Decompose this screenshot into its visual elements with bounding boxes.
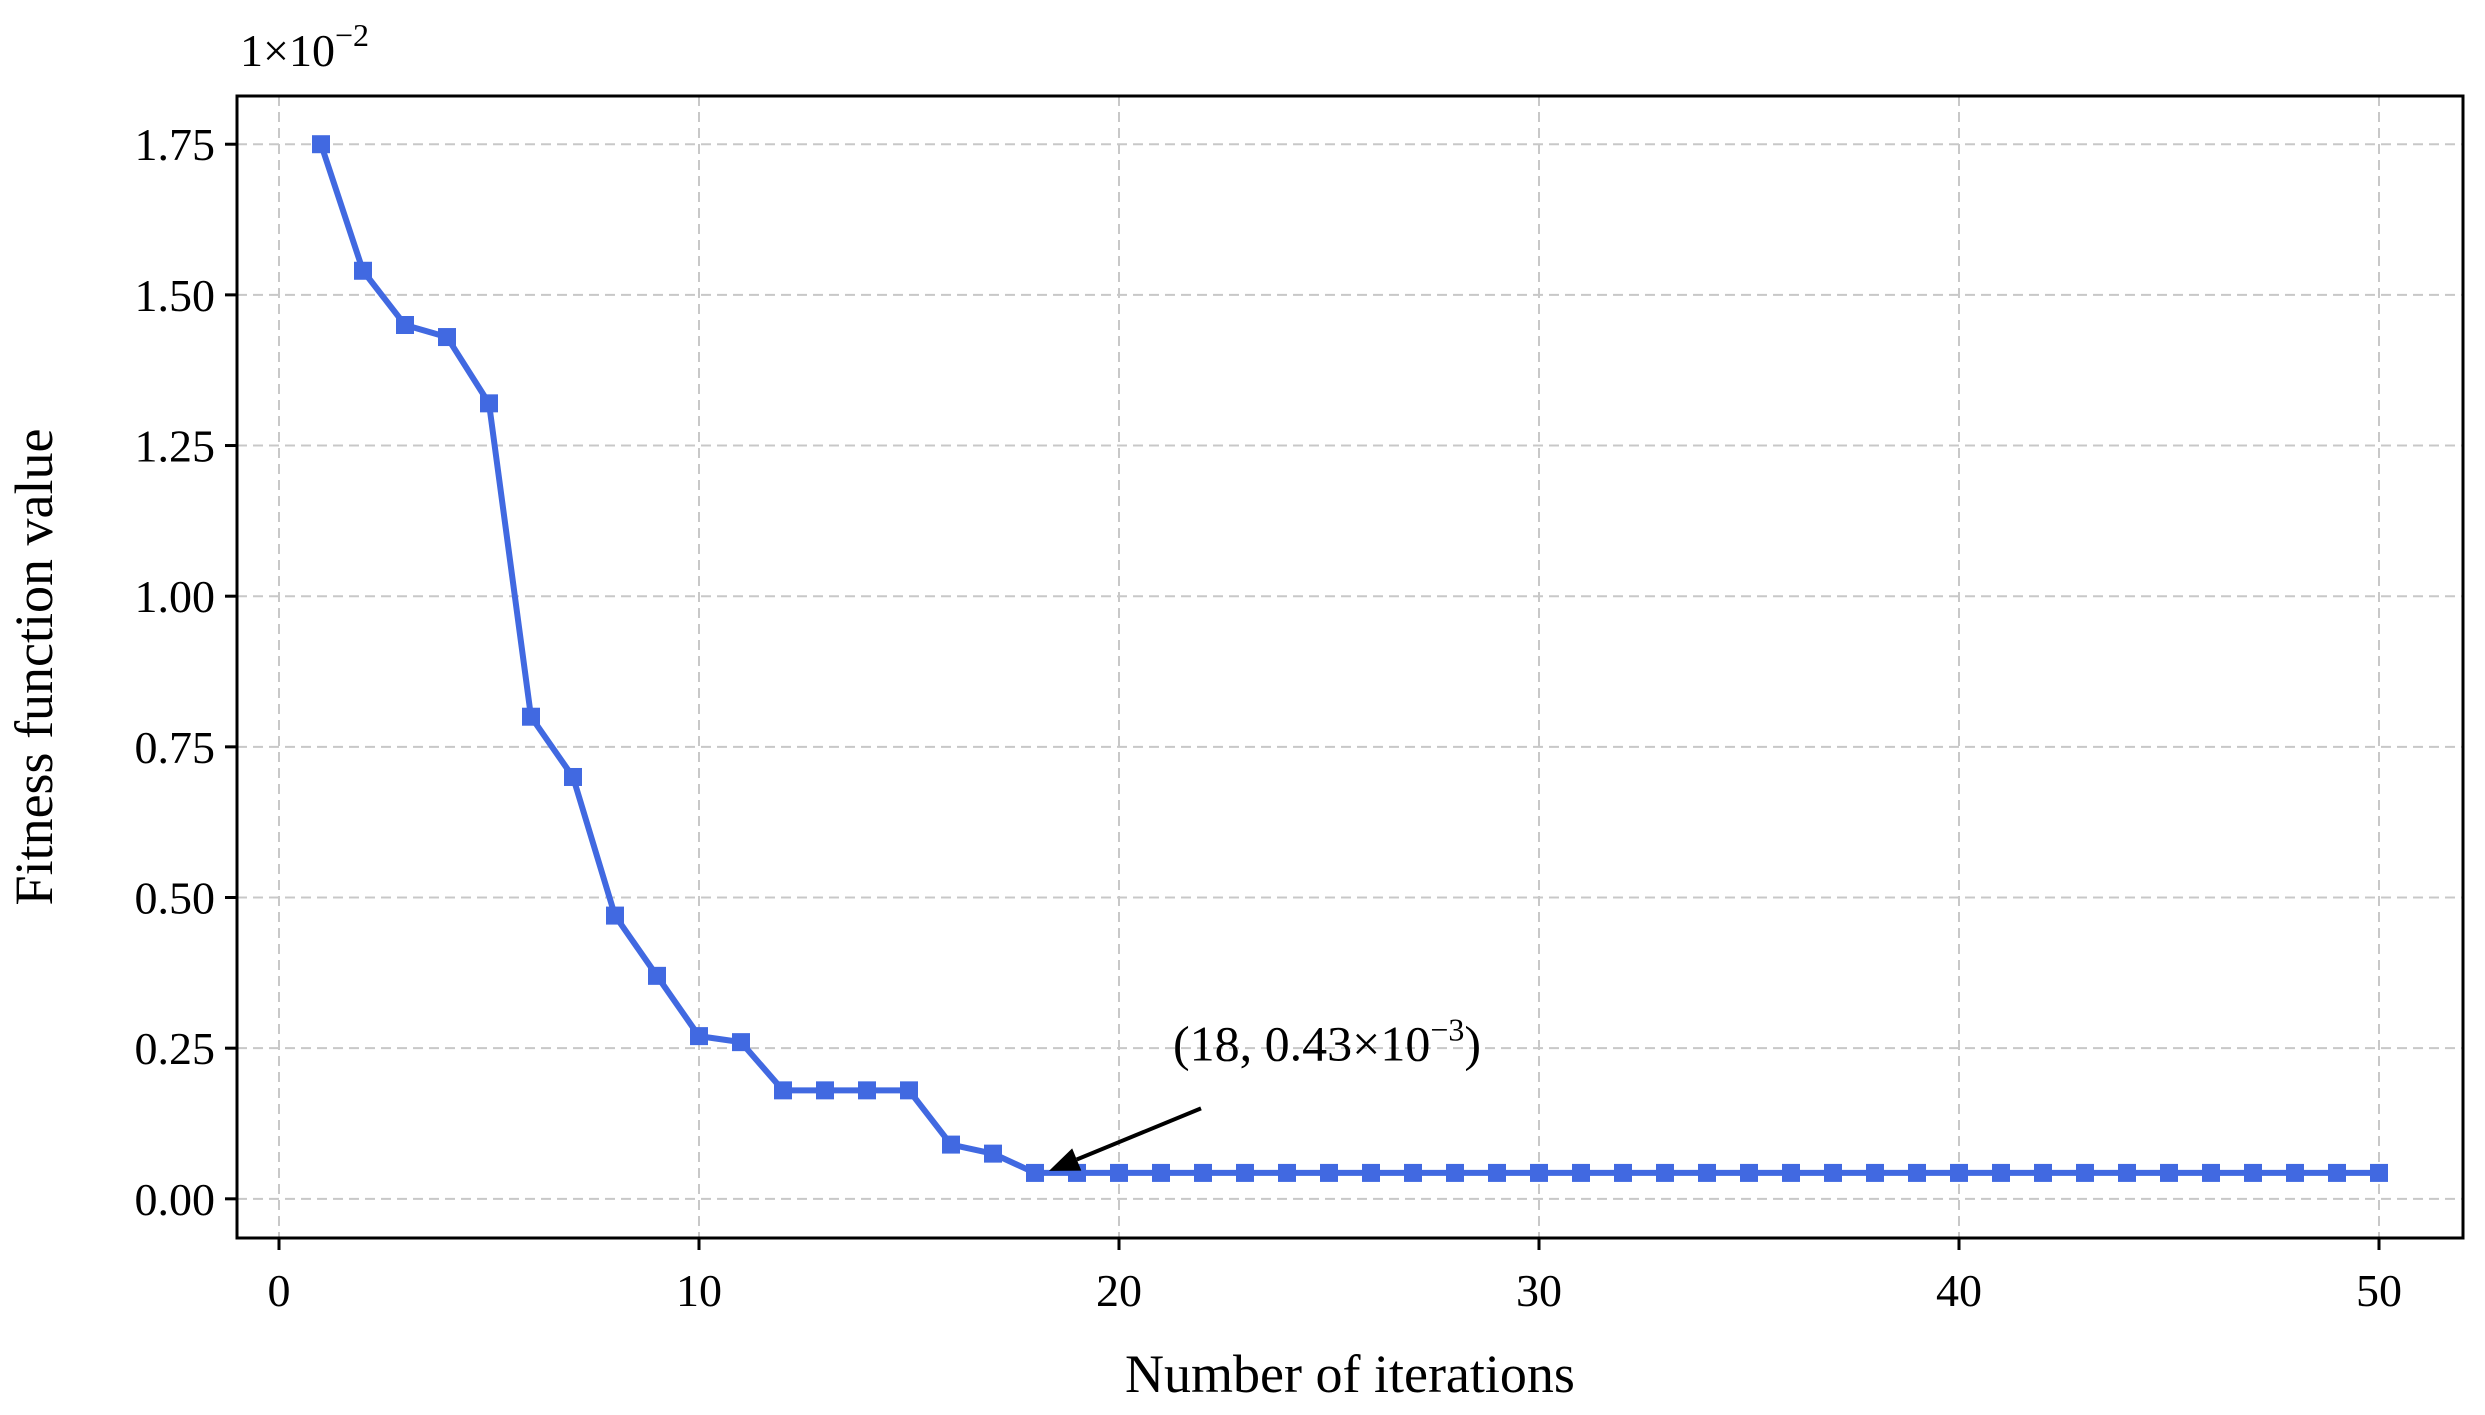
data-point-marker bbox=[816, 1081, 834, 1100]
data-point-marker bbox=[438, 328, 456, 347]
data-point-marker bbox=[2202, 1163, 2220, 1182]
data-point-marker bbox=[1656, 1163, 1674, 1182]
y-scale-multiplier: 1×10−2 bbox=[240, 17, 369, 76]
data-point-marker bbox=[984, 1144, 1002, 1163]
annotation-label: (18, 0.43×10−3) bbox=[1173, 1011, 1481, 1071]
data-point-marker bbox=[1152, 1163, 1170, 1182]
data-point-marker bbox=[1698, 1163, 1716, 1182]
data-point-marker bbox=[1572, 1163, 1590, 1182]
y-tick-label: 1.50 bbox=[135, 270, 216, 321]
grid bbox=[237, 96, 2463, 1238]
data-point-marker bbox=[606, 906, 624, 925]
data-point-marker bbox=[1446, 1163, 1464, 1182]
annotation-arrow-head bbox=[1049, 1148, 1082, 1171]
data-point-marker bbox=[1194, 1163, 1212, 1182]
y-scale-base: 1×10 bbox=[240, 25, 335, 76]
data-point-marker bbox=[1236, 1163, 1254, 1182]
data-point-marker bbox=[732, 1033, 750, 1052]
data-point-marker bbox=[1320, 1163, 1338, 1182]
data-point-marker bbox=[1992, 1163, 2010, 1182]
data-point-marker bbox=[1824, 1163, 1842, 1182]
y-tick-label: 1.75 bbox=[135, 119, 216, 170]
data-point-marker bbox=[2076, 1163, 2094, 1182]
data-point-marker bbox=[1614, 1163, 1632, 1182]
x-tick-label: 0 bbox=[268, 1265, 291, 1316]
data-point-marker bbox=[2244, 1163, 2262, 1182]
y-axis-ticks: 0.00 0.25 0.50 0.75 1.00 1.25 1.50 1.75 bbox=[135, 119, 237, 1225]
y-tick-label: 0.75 bbox=[135, 722, 216, 773]
data-point-marker bbox=[1908, 1163, 1926, 1182]
data-point-marker bbox=[900, 1081, 918, 1100]
data-point-marker bbox=[648, 966, 666, 985]
y-tick-label: 1.25 bbox=[135, 421, 216, 472]
data-point-marker bbox=[396, 316, 414, 335]
data-point-marker bbox=[690, 1027, 708, 1046]
y-axis-title: Fitness function value bbox=[4, 429, 64, 906]
data-point-marker bbox=[480, 394, 498, 413]
data-point-marker bbox=[2034, 1163, 2052, 1182]
annotation-exponent: −3 bbox=[1430, 1011, 1464, 1047]
data-point-marker bbox=[2286, 1163, 2304, 1182]
x-tick-label: 30 bbox=[1516, 1265, 1562, 1316]
x-tick-label: 40 bbox=[1936, 1265, 1982, 1316]
data-point-marker bbox=[1740, 1163, 1758, 1182]
x-axis-title: Number of iterations bbox=[1125, 1344, 1575, 1404]
data-point-marker bbox=[1950, 1163, 1968, 1182]
y-tick-label: 0.00 bbox=[135, 1174, 216, 1225]
data-point-marker bbox=[2160, 1163, 2178, 1182]
x-axis-ticks: 0 10 20 30 40 50 bbox=[268, 1238, 2402, 1316]
annotation-arrow-line bbox=[1075, 1106, 1202, 1162]
data-point-marker bbox=[312, 135, 330, 154]
y-scale-exponent: −2 bbox=[335, 17, 369, 53]
data-point-marker bbox=[564, 767, 582, 786]
data-point-marker bbox=[774, 1081, 792, 1100]
data-point-marker bbox=[2370, 1163, 2388, 1182]
x-tick-label: 20 bbox=[1096, 1265, 1142, 1316]
data-point-marker bbox=[858, 1081, 876, 1100]
x-tick-label: 50 bbox=[2356, 1265, 2402, 1316]
data-point-marker bbox=[1404, 1163, 1422, 1182]
x-tick-label: 10 bbox=[676, 1265, 722, 1316]
annotation-main: (18, 0.43×10 bbox=[1173, 1015, 1430, 1071]
y-tick-label: 1.00 bbox=[135, 571, 216, 622]
data-point-marker bbox=[1026, 1163, 1044, 1182]
y-tick-label: 0.25 bbox=[135, 1023, 216, 1074]
data-point-marker bbox=[1110, 1163, 1128, 1182]
plot-frame bbox=[235, 94, 2465, 1240]
data-point-marker bbox=[1488, 1163, 1506, 1182]
data-point-marker bbox=[1362, 1163, 1380, 1182]
data-point-marker bbox=[354, 261, 372, 280]
data-point-marker bbox=[1278, 1163, 1296, 1182]
data-point-marker bbox=[522, 707, 540, 726]
data-point-marker bbox=[2118, 1163, 2136, 1182]
data-point-marker bbox=[2328, 1163, 2346, 1182]
data-point-marker bbox=[1530, 1163, 1548, 1182]
data-point-marker bbox=[1782, 1163, 1800, 1182]
min-point-annotation: (18, 0.43×10−3) bbox=[1049, 1011, 1481, 1171]
annotation-close: ) bbox=[1464, 1015, 1481, 1071]
data-point-marker bbox=[1866, 1163, 1884, 1182]
data-point-marker bbox=[942, 1135, 960, 1154]
y-tick-label: 0.50 bbox=[135, 873, 216, 924]
